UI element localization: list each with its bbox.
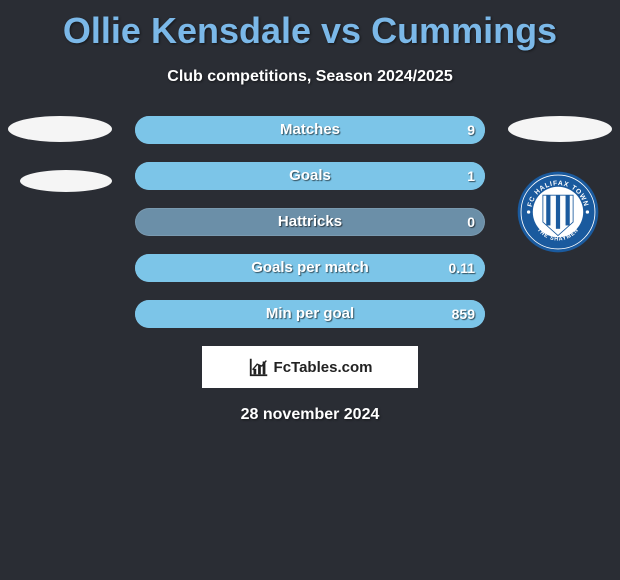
date-label: 28 november 2024 — [0, 406, 620, 424]
stat-value-right: 859 — [452, 300, 475, 328]
stat-row: Hattricks0 — [135, 208, 485, 236]
fctables-logo: FcTables.com — [202, 346, 418, 388]
stat-label: Matches — [135, 116, 485, 144]
stat-row: Goals per match0.11 — [135, 254, 485, 282]
stat-row: Matches9 — [135, 116, 485, 144]
stat-label: Min per goal — [135, 300, 485, 328]
halifax-town-crest-icon: FC HALIFAX TOWN THE SHAYMEN — [516, 170, 600, 254]
stats-table: Matches9Goals1Hattricks0Goals per match0… — [135, 116, 485, 328]
stat-label: Goals — [135, 162, 485, 190]
player1-club-placeholder — [20, 170, 112, 192]
player2-club-badge: FC HALIFAX TOWN THE SHAYMEN — [508, 170, 608, 254]
stat-label: Goals per match — [135, 254, 485, 282]
stat-value-right: 9 — [467, 116, 475, 144]
footer-brand-text: FcTables.com — [274, 359, 373, 376]
comparison-panel: FC HALIFAX TOWN THE SHAYMEN Matches9 Goal… — [0, 116, 620, 424]
left-player-badges — [8, 116, 112, 192]
stat-value-right: 1 — [467, 162, 475, 190]
player1-badge-placeholder — [8, 116, 112, 142]
subtitle: Club competitions, Season 2024/2025 — [0, 68, 620, 86]
stat-row: Min per goal859 — [135, 300, 485, 328]
stat-label: Hattricks — [135, 208, 485, 236]
page-title: Ollie Kensdale vs Cummings — [0, 0, 620, 52]
stat-row: Goals1 — [135, 162, 485, 190]
bar-chart-icon — [248, 356, 270, 378]
stat-value-right: 0 — [467, 208, 475, 236]
player2-badge-placeholder — [508, 116, 612, 142]
right-player-badges: FC HALIFAX TOWN THE SHAYMEN — [508, 116, 612, 254]
stat-value-right: 0.11 — [449, 254, 475, 282]
